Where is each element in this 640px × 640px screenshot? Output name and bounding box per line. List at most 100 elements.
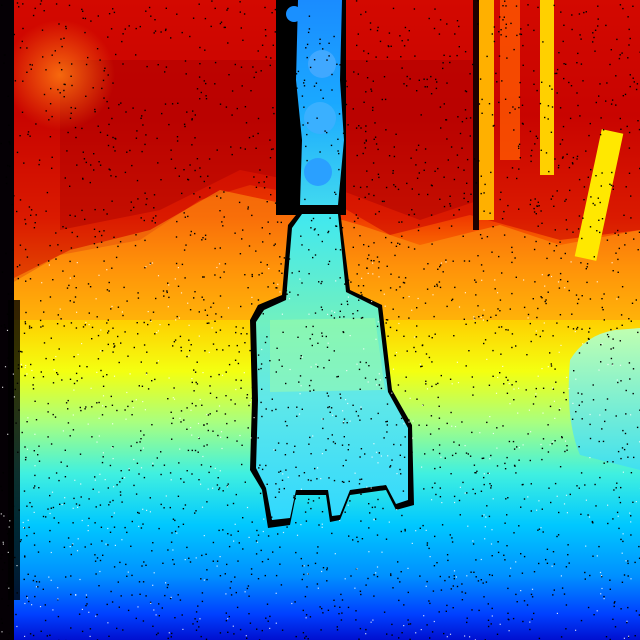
noise-speck <box>186 407 188 409</box>
noise-speck <box>612 185 614 187</box>
noise-speck <box>556 92 558 94</box>
noise-speck-light <box>378 276 380 278</box>
noise-speck-light <box>126 391 128 394</box>
noise-speck-light <box>421 404 424 406</box>
noise-speck <box>71 231 73 234</box>
noise-speck <box>272 148 274 150</box>
noise-speck <box>260 549 262 552</box>
noise-speck-light <box>356 363 358 365</box>
noise-speck <box>354 489 356 491</box>
noise-speck <box>270 148 273 151</box>
noise-speck <box>71 84 73 87</box>
noise-speck <box>240 66 243 68</box>
noise-speck <box>376 256 379 258</box>
noise-speck <box>537 307 539 310</box>
noise-speck-light <box>395 352 398 354</box>
noise-speck <box>520 28 522 30</box>
noise-speck <box>17 367 20 370</box>
noise-speck <box>231 90 234 92</box>
noise-speck <box>26 535 28 537</box>
noise-speck <box>212 541 215 544</box>
noise-speck <box>341 227 344 229</box>
noise-speck <box>552 335 554 337</box>
noise-speck <box>74 296 77 298</box>
noise-speck <box>551 106 554 108</box>
noise-speck <box>280 208 282 210</box>
noise-speck <box>479 234 482 236</box>
noise-speck <box>365 361 367 364</box>
noise-speck <box>592 41 594 43</box>
noise-speck <box>274 202 277 204</box>
noise-speck <box>193 297 195 299</box>
noise-speck <box>572 231 574 233</box>
noise-speck <box>204 238 207 240</box>
noise-speck <box>307 122 309 124</box>
noise-speck <box>60 461 62 463</box>
noise-speck <box>117 306 120 308</box>
noise-speck <box>619 340 621 342</box>
noise-speck <box>277 533 279 535</box>
noise-speck <box>490 623 492 625</box>
noise-speck <box>295 635 297 638</box>
noise-speck-light <box>623 637 625 639</box>
noise-speck <box>91 326 94 329</box>
noise-speck-light <box>603 598 605 600</box>
noise-speck <box>411 451 413 453</box>
noise-speck <box>469 135 471 137</box>
noise-speck <box>169 472 172 474</box>
noise-speck <box>146 351 148 353</box>
noise-speck <box>349 500 351 502</box>
noise-speck <box>419 575 421 577</box>
noise-speck <box>438 227 441 229</box>
noise-speck <box>443 176 445 178</box>
noise-speck <box>301 408 303 410</box>
noise-speck <box>130 445 132 447</box>
noise-speck <box>430 415 433 417</box>
noise-speck <box>594 29 597 31</box>
noise-speck <box>161 112 163 115</box>
noise-speck <box>34 400 36 402</box>
noise-speck <box>385 319 388 321</box>
noise-speck <box>571 28 573 31</box>
noise-speck <box>158 603 160 605</box>
noise-speck-light <box>489 416 491 418</box>
noise-speck <box>219 103 222 105</box>
noise-speck <box>112 8 114 10</box>
noise-speck <box>470 193 472 195</box>
noise-speck <box>162 290 165 292</box>
noise-speck <box>34 7 36 10</box>
noise-speck <box>494 332 497 334</box>
noise-speck-light <box>50 579 52 581</box>
noise-speck <box>42 376 45 378</box>
noise-speck <box>229 587 231 589</box>
noise-speck <box>513 448 516 450</box>
noise-speck <box>352 313 354 315</box>
noise-speck <box>603 293 605 295</box>
noise-speck <box>67 408 69 410</box>
noise-speck <box>66 287 69 289</box>
noise-speck-light <box>7 433 9 435</box>
noise-speck <box>19 47 22 49</box>
noise-speck-light <box>373 519 375 521</box>
noise-speck <box>609 183 611 185</box>
noise-speck <box>239 1 241 3</box>
noise-speck <box>304 637 306 639</box>
noise-speck <box>164 29 167 32</box>
noise-speck <box>612 338 614 340</box>
noise-speck <box>380 387 383 390</box>
noise-speck-light <box>558 351 560 353</box>
noise-speck <box>440 374 442 377</box>
noise-speck <box>109 501 111 503</box>
noise-speck <box>303 79 306 81</box>
noise-speck <box>353 185 355 187</box>
noise-speck <box>610 49 612 51</box>
noise-speck <box>275 408 277 411</box>
noise-speck <box>212 302 215 304</box>
noise-speck <box>144 192 146 194</box>
noise-speck <box>355 127 358 129</box>
noise-speck <box>580 63 583 65</box>
noise-speck <box>366 170 368 172</box>
noise-speck <box>71 544 74 546</box>
noise-speck <box>253 176 255 178</box>
noise-speck <box>79 406 81 409</box>
